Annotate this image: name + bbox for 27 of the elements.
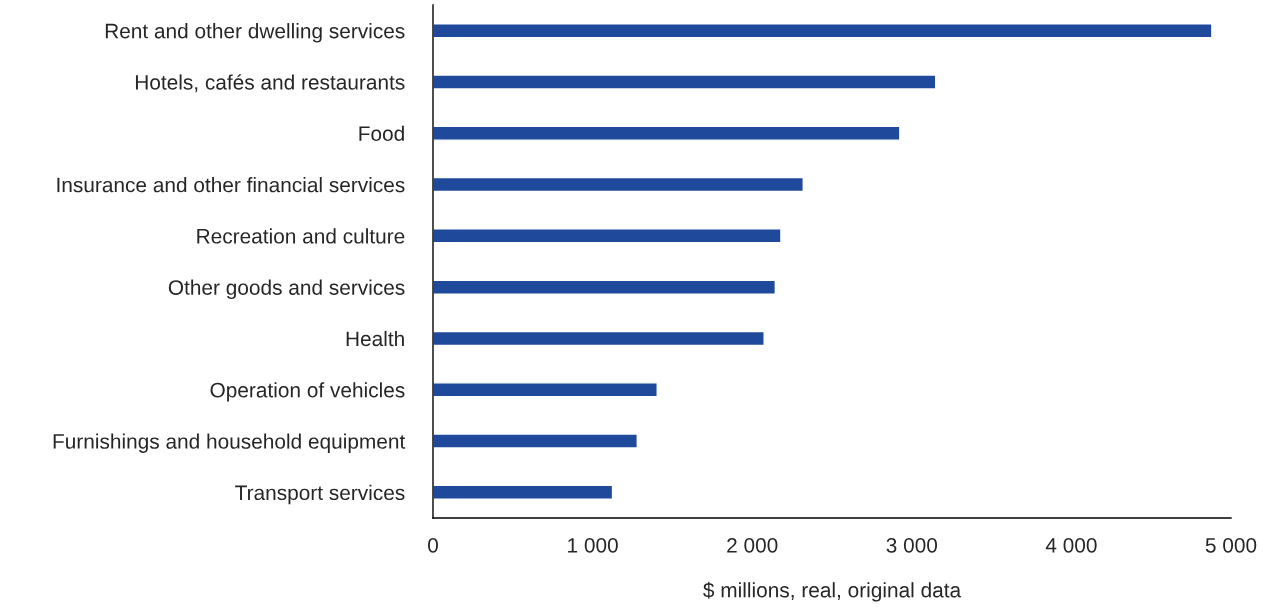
y-tick-label: Hotels, cafés and restaurants xyxy=(135,74,405,93)
bar xyxy=(433,279,777,295)
x-tick-label: 5 000 xyxy=(1205,537,1257,553)
x-tick-label: 1 000 xyxy=(568,537,618,553)
y-tick-label: Furnishings and household equipment xyxy=(53,433,406,453)
y-tick-label: Rent and other dwelling services xyxy=(105,23,405,43)
bar xyxy=(433,176,804,193)
y-tick-label: Insurance and other financial services xyxy=(57,177,405,193)
bar xyxy=(433,433,638,449)
y-tick-label: Other goods and services xyxy=(168,279,405,300)
bar xyxy=(433,23,1213,39)
y-tick-label: Food xyxy=(359,125,404,141)
bar xyxy=(433,382,658,398)
bar xyxy=(433,330,765,347)
bar xyxy=(433,228,782,244)
y-tick-label: Recreation and culture xyxy=(197,228,405,244)
y-tick-label: Transport services xyxy=(235,484,405,505)
bar xyxy=(433,125,901,141)
bar xyxy=(433,484,614,500)
x-tick-label: 4 000 xyxy=(1045,537,1097,553)
x-tick-label: 0 xyxy=(428,537,438,553)
x-tick-label: 3 000 xyxy=(886,537,938,553)
x-tick-label: 2 000 xyxy=(727,537,778,553)
bar xyxy=(433,74,937,90)
y-tick-label: Operation of vehicles xyxy=(210,382,405,402)
y-tick-label: Health xyxy=(346,330,404,347)
x-axis-title: $ millions, real, original data xyxy=(703,581,962,602)
